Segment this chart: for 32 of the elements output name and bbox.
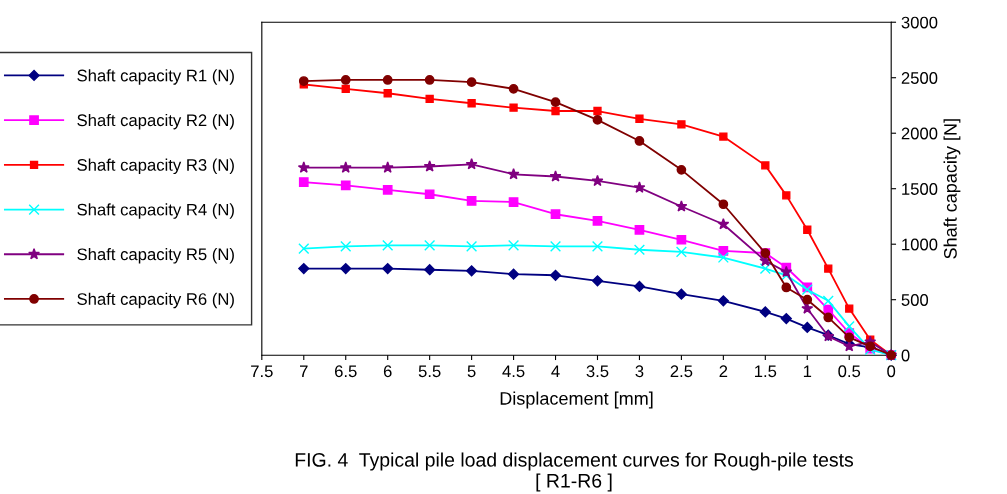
- x-tick-label: 2.5: [670, 365, 693, 378]
- y-tick-label: 2500: [901, 72, 938, 84]
- y-tick-label: 3000: [901, 16, 938, 29]
- caption: FIG. 4 Typical pile load displacement curves for Rough-pile tests [ R1-R6 ]: [295, 452, 854, 492]
- x-tick-label: 3.5: [586, 365, 609, 378]
- legend-label: Shaft capacity R5 (N): [77, 247, 234, 264]
- y-axis-title: Shaft capacity [N]: [943, 119, 961, 259]
- legend-label: Shaft capacity R4 (N): [77, 203, 234, 219]
- x-tick-label: 4: [551, 365, 560, 377]
- x-tick-label: 6: [383, 365, 392, 378]
- legend-label: Shaft capacity R2 (N): [77, 113, 234, 130]
- legend-label: Shaft capacity R6 (N): [77, 292, 234, 309]
- x-tick-label: 6.5: [335, 365, 357, 378]
- x-tick-label: 1.5: [755, 365, 777, 378]
- legend-label: Shaft capacity R3 (N): [77, 158, 234, 175]
- x-tick-label: 2: [719, 365, 728, 377]
- x-tick-label: 5: [467, 365, 476, 378]
- x-tick-label: 7: [300, 365, 308, 377]
- y-tick-label: 1000: [902, 238, 938, 251]
- x-axis-title: Displacement [mm]: [500, 391, 653, 409]
- x-tick-label: 1: [803, 365, 812, 377]
- x-tick-label: 0.5: [838, 365, 861, 378]
- y-tick-label: 500: [901, 294, 929, 306]
- x-tick-label: 5.5: [418, 365, 441, 378]
- x-tick-label: 4.5: [502, 365, 525, 378]
- x-tick-label: 7.5: [251, 365, 273, 378]
- y-tick-label: 1500: [902, 183, 938, 195]
- y-tick-label: 2000: [901, 127, 938, 140]
- legend-label: Shaft capacity R1 (N): [77, 69, 234, 85]
- x-tick-label: 3: [635, 365, 644, 378]
- x-tick-label: 0: [887, 365, 896, 378]
- y-tick-label: 0: [901, 349, 910, 362]
